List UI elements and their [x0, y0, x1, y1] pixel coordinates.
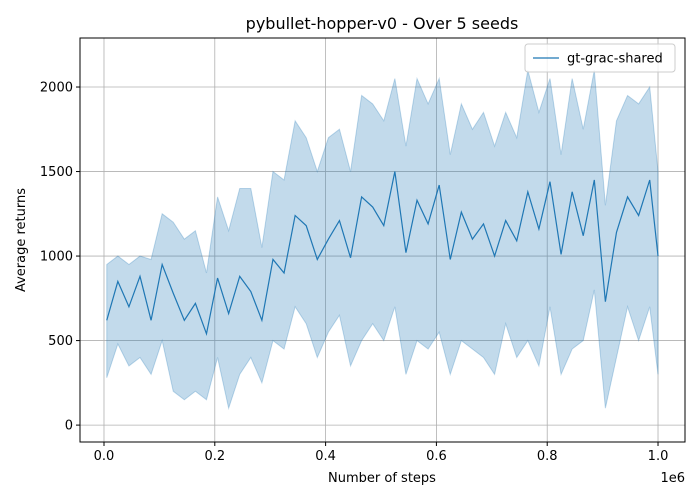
x-tick-label: 0.8 [537, 449, 558, 464]
x-tick-label: 1.0 [648, 449, 669, 464]
x-tick-label: 0.0 [94, 449, 115, 464]
y-tick-label: 500 [48, 334, 73, 349]
y-tick-label: 1500 [40, 165, 73, 180]
x-tick-label: 0.2 [204, 449, 225, 464]
plot-frame [79, 37, 686, 443]
legend-label: gt-grac-shared [567, 52, 663, 67]
y-axis-label: Average returns [14, 188, 29, 292]
y-tick-label: 2000 [40, 81, 73, 96]
y-tick-label: 1000 [40, 250, 73, 265]
x-tick-label: 0.4 [315, 449, 336, 464]
x-offset-label: 1e6 [660, 471, 685, 486]
legend-box [524, 43, 676, 73]
confidence-band [106, 69, 659, 411]
y-tick-label: 0 [65, 419, 73, 434]
chart-title: pybullet-hopper-v0 - Over 5 seeds [246, 14, 519, 33]
x-tick-label: 0.6 [426, 449, 447, 464]
line [106, 171, 659, 337]
x-axis-label: Number of steps [328, 471, 436, 486]
